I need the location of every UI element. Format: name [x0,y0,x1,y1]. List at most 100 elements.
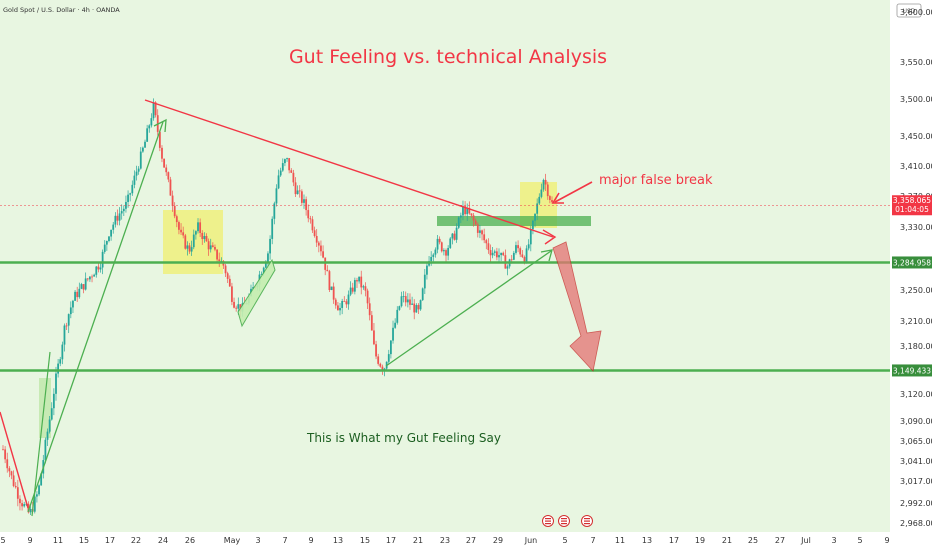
candle-body [419,300,422,310]
candle-body [360,276,363,288]
pointer-arrowhead [551,192,564,204]
candle-body [485,240,488,244]
time-tick-label: 19 [695,536,705,545]
candle-body [417,305,420,310]
candle-body [502,252,505,256]
candle-body [300,191,303,203]
candle-body [462,206,464,216]
currency-badge-text: USD [903,8,916,15]
candle-body [97,266,100,270]
candle-body [489,250,492,256]
candle-body [194,231,197,235]
candle-body [148,125,151,129]
candle-body [515,245,517,253]
candle-body [65,325,68,327]
candle-body [108,236,110,242]
candle-body [144,141,146,148]
price-tick-label: 2,992.00 [900,499,932,508]
candle-body [453,233,456,240]
candle-body [231,286,233,302]
price-tick-label: 3,017.00 [900,477,932,486]
candle-body [303,199,305,203]
candle-body [544,179,547,185]
candle-body [40,473,43,486]
time-tick-label: 23 [440,536,450,545]
time-tick-label: 15 [360,536,370,545]
candle-body [27,503,30,513]
currency-badge[interactable]: USD [896,3,922,18]
candle-body [498,255,500,258]
price-tick-label: 3,210.00 [900,317,932,326]
candle-body [309,218,312,220]
time-tick-label: 5 [562,536,567,545]
candle-body [201,232,204,240]
candle-body [105,241,108,245]
candle-body [110,229,113,237]
candle-body [449,238,452,248]
candle-body [394,322,397,328]
candle-body [534,213,536,221]
candle-body [120,211,123,214]
candle-body [481,230,483,235]
flag-icon[interactable] [542,515,554,527]
time-axis[interactable]: 5 9 11 15 17 22 24 26 May 3 7 9 13 15 17 21 23 27 29 Jun 5 7 1… [0,536,889,545]
candle-body [284,159,286,164]
candle-body [538,196,541,204]
candle-body [423,274,426,289]
candle-body [532,220,534,230]
level-label-box [892,256,932,269]
price-tick-label: 2,968.00 [900,519,932,528]
candle-body [203,235,206,240]
candle-body [379,363,382,367]
candle-body [99,267,102,270]
candle-body [171,195,174,206]
time-tick-label: 21 [413,536,423,545]
candle-body [358,276,361,282]
candle-body [330,286,333,290]
candle-body [315,235,318,243]
candle-body [224,265,227,274]
level-price-labels: 3,284.958 3,149.433 [892,256,932,377]
candle-body [135,171,138,176]
candle-body [334,299,337,306]
time-tick-label: 13 [333,536,343,545]
candle-body [546,184,549,197]
candle-body [76,291,79,298]
candle-body [101,251,104,268]
candle-body [273,203,276,219]
candle-body [184,235,187,249]
candle-body [517,245,519,249]
candle-body [158,131,161,148]
candle-body [495,251,498,258]
price-tick-label: 3,550.00 [900,58,932,67]
candle-body [279,170,282,176]
candle-body [440,242,443,252]
time-tick-label: 5 [0,536,5,545]
red-line-left [0,411,29,509]
candle-body [311,219,314,231]
flag-icon[interactable] [581,515,593,527]
candle-body [536,203,539,214]
economic-event-icons[interactable] [542,515,593,527]
candle-body [415,305,418,313]
candle-body [347,294,350,305]
candle-body [430,256,433,262]
candle-body [14,485,17,488]
candle-body [476,224,479,233]
candle-body [519,248,522,255]
candle-body [226,273,229,279]
flag-icon[interactable] [558,515,570,527]
candle-body [89,276,91,280]
candle-body [436,238,439,250]
time-tick-label: 21 [722,536,732,545]
candle-body [466,207,469,215]
candle-body [190,247,193,252]
candle-body [356,280,358,282]
candle-body [392,327,394,341]
rising-arrowhead-left [153,118,167,133]
candle-body [165,167,168,173]
candle-body [233,301,235,308]
candle-body [91,276,93,278]
candle-body [455,227,458,240]
